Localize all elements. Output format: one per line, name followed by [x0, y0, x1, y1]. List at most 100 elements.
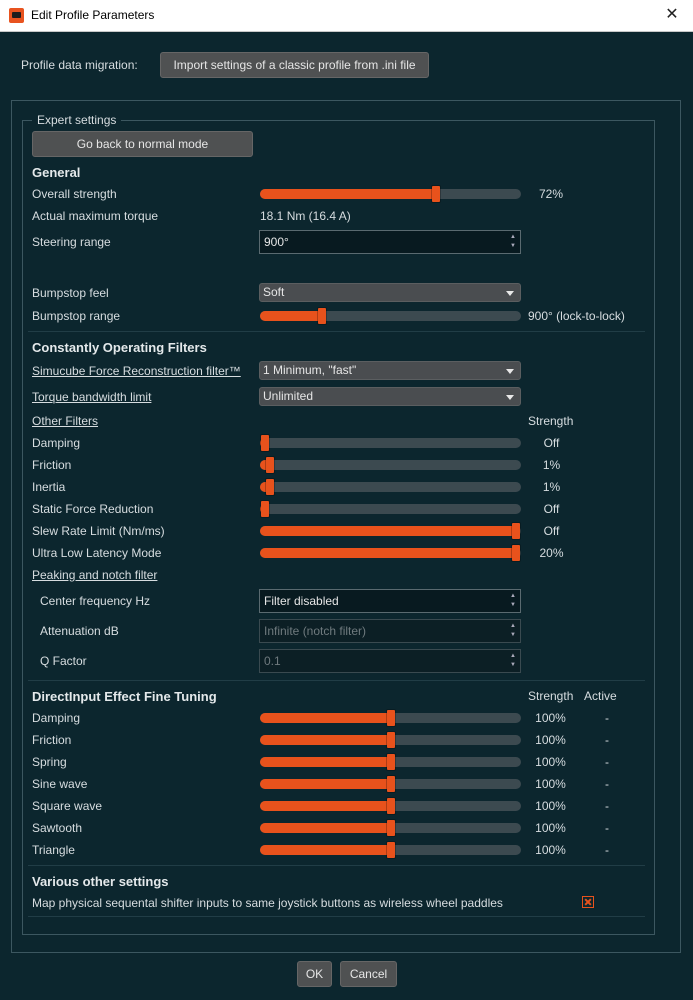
effect-active: - — [605, 733, 609, 747]
torque-bandwidth-value: Unlimited — [263, 389, 314, 403]
attenuation-spinbox[interactable]: Infinite (notch filter) ▲ ▼ — [259, 619, 521, 643]
effect-active: - — [605, 821, 609, 835]
cancel-button[interactable]: Cancel — [340, 961, 397, 987]
attenuation-label: Attenuation dB — [40, 624, 119, 638]
bumpstop-feel-label: Bumpstop feel — [32, 286, 109, 300]
effect-label: Sawtooth — [32, 821, 83, 835]
shifter-mapping-label: Map physical sequental shifter inputs to… — [32, 896, 503, 910]
filter-value: 1% — [542, 480, 561, 494]
section-divider — [28, 331, 645, 332]
migration-label: Profile data migration: — [21, 58, 138, 72]
center-frequency-spinbox[interactable]: Filter disabled ▲ ▼ — [259, 589, 521, 613]
effect-active: - — [605, 777, 609, 791]
effect-sawtooth-slider[interactable] — [260, 820, 521, 836]
section-divider — [28, 680, 645, 681]
back-to-normal-button[interactable]: Go back to normal mode — [32, 131, 253, 157]
filter-label: Damping — [32, 436, 81, 450]
bumpstop-range-value: 900° (lock-to-lock) — [528, 309, 625, 323]
bumpstop-range-slider[interactable] — [260, 308, 521, 324]
slider-handle[interactable] — [386, 820, 395, 836]
close-button[interactable]: ✕ — [659, 3, 685, 27]
filters-strength-header: Strength — [528, 414, 574, 428]
effect-label: Square wave — [32, 799, 103, 813]
chevron-down-icon — [506, 395, 514, 400]
slider-handle[interactable] — [266, 479, 275, 495]
slider-handle[interactable] — [512, 523, 520, 539]
spin-arrows-icon[interactable]: ▲ ▼ — [510, 623, 516, 638]
settings-frame — [11, 100, 681, 953]
shifter-mapping-checkbox[interactable] — [582, 896, 594, 908]
effect-value: 100% — [535, 733, 566, 747]
effect-value: 100% — [535, 821, 566, 835]
expert-settings-group — [22, 120, 655, 935]
slider-handle[interactable] — [386, 732, 395, 748]
slider-handle[interactable] — [512, 545, 520, 561]
filter-latency-slider[interactable] — [260, 545, 521, 561]
bumpstop-range-label: Bumpstop range — [32, 309, 121, 323]
slider-handle[interactable] — [386, 710, 395, 726]
spin-arrows-icon[interactable]: ▲ ▼ — [510, 593, 516, 608]
slider-handle[interactable] — [266, 457, 275, 473]
slider-handle[interactable] — [317, 308, 326, 324]
overall-strength-label: Overall strength — [32, 187, 117, 201]
directinput-active-header: Active — [584, 689, 617, 703]
ok-button[interactable]: OK — [297, 961, 332, 987]
chevron-down-icon — [506, 369, 514, 374]
effect-label: Spring — [32, 755, 67, 769]
filter-friction-slider[interactable] — [260, 457, 521, 473]
overall-strength-value: 72% — [539, 187, 564, 201]
effect-active: - — [605, 843, 609, 857]
effect-value: 100% — [535, 777, 566, 791]
effect-square-slider[interactable] — [260, 798, 521, 814]
spin-arrows-icon[interactable]: ▲ ▼ — [510, 653, 516, 668]
bumpstop-feel-select[interactable]: Soft — [259, 283, 521, 302]
slider-handle[interactable] — [386, 798, 395, 814]
effect-sine-slider[interactable] — [260, 776, 521, 792]
slider-handle[interactable] — [431, 186, 440, 202]
reconstruction-filter-select[interactable]: 1 Minimum, "fast" — [259, 361, 521, 380]
directinput-section-title: DirectInput Effect Fine Tuning — [32, 689, 217, 704]
effect-active: - — [605, 799, 609, 813]
chevron-down-icon — [506, 291, 514, 296]
filter-value: 20% — [539, 546, 564, 560]
filter-inertia-slider[interactable] — [260, 479, 521, 495]
other-filters-link[interactable]: Other Filters — [32, 414, 99, 428]
q-factor-spinbox[interactable]: 0.1 ▲ ▼ — [259, 649, 521, 673]
attenuation-value: Infinite (notch filter) — [264, 624, 367, 638]
section-divider — [28, 865, 645, 866]
expert-settings-label: Expert settings — [32, 113, 122, 127]
filter-slew-rate-slider[interactable] — [260, 523, 521, 539]
effect-damping-slider[interactable] — [260, 710, 521, 726]
import-ini-button[interactable]: Import settings of a classic profile fro… — [160, 52, 429, 78]
slider-handle[interactable] — [261, 501, 269, 517]
filter-damping-slider[interactable] — [260, 435, 521, 451]
filter-label: Friction — [32, 458, 72, 472]
overall-strength-slider[interactable] — [260, 186, 521, 202]
section-divider — [28, 916, 645, 917]
spin-arrows-icon[interactable]: ▲ ▼ — [510, 234, 516, 249]
effect-friction-slider[interactable] — [260, 732, 521, 748]
filter-value: Off — [543, 502, 560, 516]
general-section-title: General — [32, 165, 81, 180]
torque-bandwidth-select[interactable]: Unlimited — [259, 387, 521, 406]
filter-value: 1% — [542, 458, 561, 472]
slider-handle[interactable] — [386, 754, 395, 770]
effect-spring-slider[interactable] — [260, 754, 521, 770]
title-bar: Edit Profile Parameters ✕ — [0, 0, 693, 32]
slider-handle[interactable] — [386, 842, 395, 858]
q-factor-label: Q Factor — [40, 654, 87, 668]
close-icon: ✕ — [665, 6, 679, 23]
effect-triangle-slider[interactable] — [260, 842, 521, 858]
slider-handle[interactable] — [386, 776, 395, 792]
center-frequency-value: Filter disabled — [264, 594, 339, 608]
reconstruction-filter-link[interactable]: Simucube Force Reconstruction filter™ — [32, 364, 241, 378]
max-torque-value: 18.1 Nm (16.4 A) — [260, 209, 351, 223]
torque-bandwidth-link[interactable]: Torque bandwidth limit — [32, 390, 152, 404]
peaking-notch-link[interactable]: Peaking and notch filter — [32, 568, 158, 582]
filter-static-force-slider[interactable] — [260, 501, 521, 517]
effect-active: - — [605, 711, 609, 725]
steering-range-spinbox[interactable]: 900° ▲ ▼ — [259, 230, 521, 254]
slider-handle[interactable] — [261, 435, 269, 451]
steering-range-value: 900° — [264, 235, 289, 249]
filter-value: Off — [543, 436, 560, 450]
